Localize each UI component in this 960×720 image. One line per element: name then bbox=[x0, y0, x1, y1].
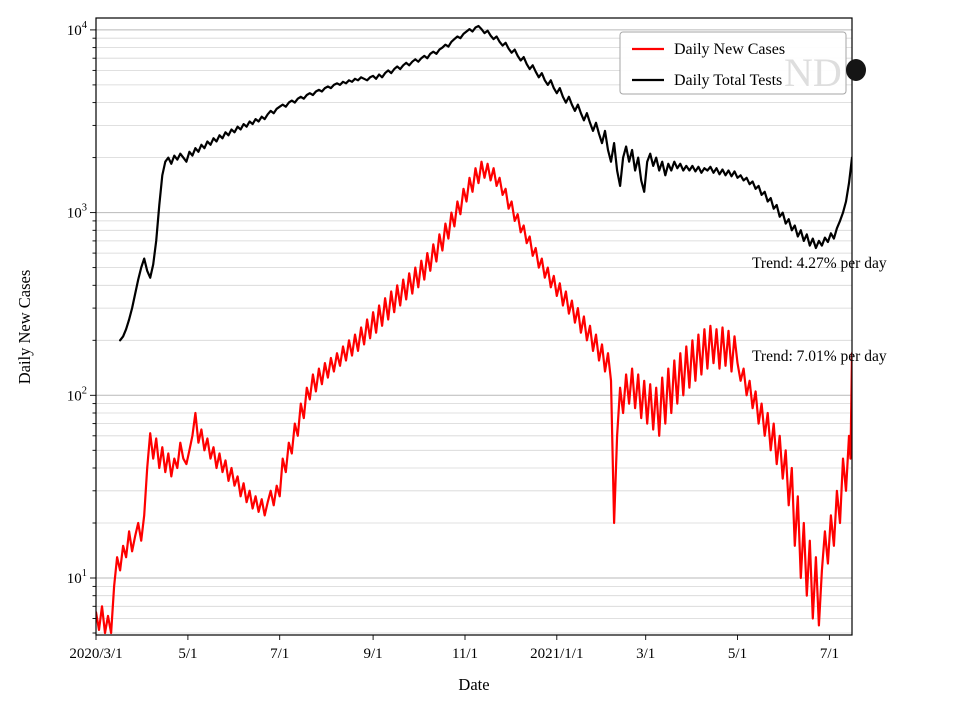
watermark-text: ND bbox=[784, 50, 842, 95]
legend-label-daily-new-cases: Daily New Cases bbox=[674, 41, 785, 58]
x-tick-label: 7/1 bbox=[270, 646, 289, 662]
legend-box bbox=[619, 31, 847, 95]
x-axis-label: Date bbox=[458, 675, 489, 694]
series-line-daily-total-tests bbox=[119, 24, 852, 342]
trend-annotation-tests: Trend: 4.27% per day bbox=[752, 255, 887, 272]
legend-label-daily-total-tests: Daily Total Tests bbox=[674, 72, 782, 89]
x-tick-label: 9/1 bbox=[364, 646, 383, 662]
x-tick-label: 2021/1/1 bbox=[530, 646, 583, 662]
trend-annotation-cases: Trend: 7.01% per day bbox=[752, 348, 887, 365]
x-tick-label: 2020/3/1 bbox=[69, 646, 122, 662]
y-tick-label: 101 bbox=[67, 568, 87, 587]
plot-border bbox=[95, 17, 853, 636]
y-tick-label: 102 bbox=[67, 385, 87, 404]
series-lines bbox=[96, 24, 852, 635]
gridlines bbox=[96, 29, 852, 634]
legend: Daily New Cases Daily Total Tests bbox=[619, 31, 847, 95]
x-tick-label: 5/1 bbox=[178, 646, 197, 662]
x-tick-label: 7/1 bbox=[820, 646, 839, 662]
series-line-daily-new-cases bbox=[96, 160, 852, 635]
y-tick-label: 103 bbox=[67, 203, 87, 222]
y-axis-label: Daily New Cases bbox=[15, 270, 34, 385]
x-tick-label: 3/1 bbox=[636, 646, 655, 662]
x-tick-label: 5/1 bbox=[728, 646, 747, 662]
watermark-mark bbox=[846, 59, 866, 81]
y-tick-label: 104 bbox=[67, 20, 88, 39]
axes-ticks: 101 102 103 104 2020/3/1 5/1 7/1 9/1 11/1 2021/1/… bbox=[67, 20, 839, 662]
x-tick-label: 11/1 bbox=[452, 646, 478, 662]
